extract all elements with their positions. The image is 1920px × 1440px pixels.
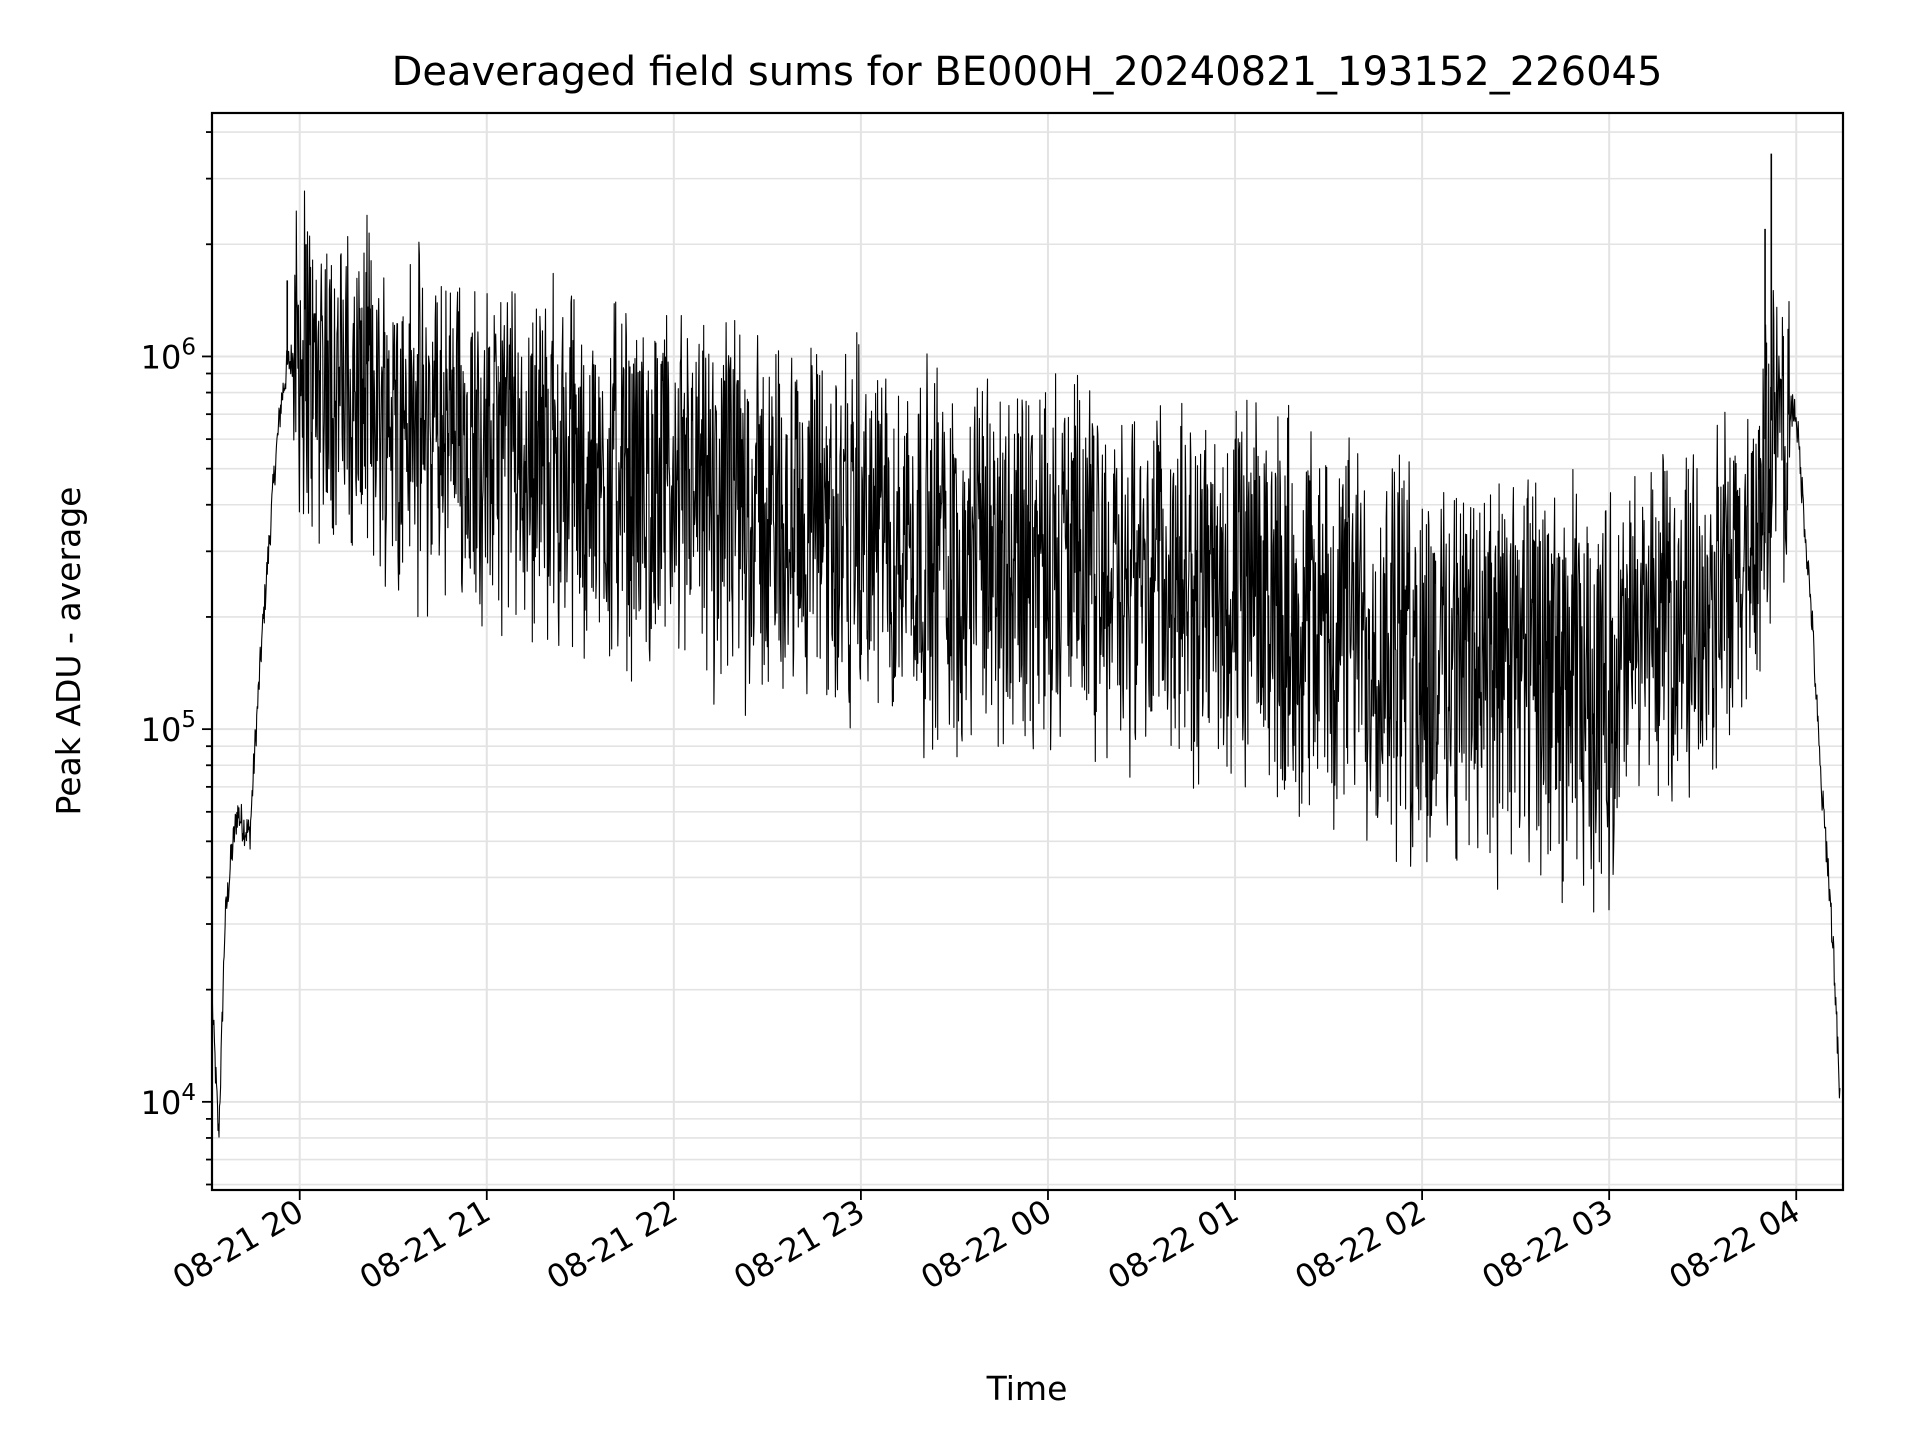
y-tick-label-exponent: 6: [181, 334, 196, 360]
y-tick-label-base: 10: [141, 711, 182, 749]
y-tick-label-exponent: 4: [181, 1080, 196, 1106]
data-series: [211, 153, 1841, 1138]
y-tick-label-base: 10: [141, 1084, 182, 1122]
y-tick-label: 104: [141, 1080, 196, 1122]
plot-frame: [210, 111, 1845, 1192]
y-tick-label-base: 10: [141, 338, 182, 376]
y-tick-label: 106: [141, 334, 196, 376]
y-axis-label: Peak ADU - average: [49, 487, 88, 816]
x-axis-label: Time: [986, 1369, 1068, 1408]
y-tick-label-exponent: 5: [181, 707, 196, 733]
y-tick-label: 105: [141, 707, 196, 749]
series-line: [211, 190, 1841, 1138]
chart-title: Deaveraged field sums for BE000H_2024082…: [392, 49, 1663, 95]
